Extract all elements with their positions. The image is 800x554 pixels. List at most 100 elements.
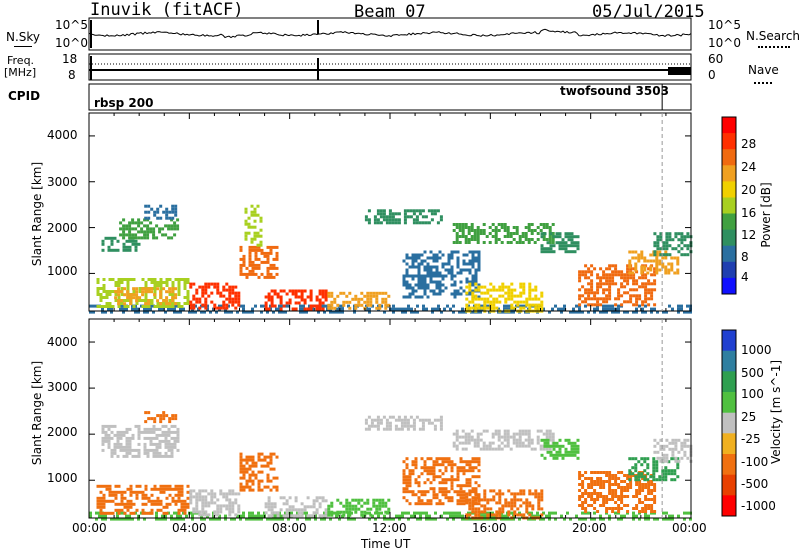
- velocity-region-8-cell: [439, 424, 443, 428]
- velocity-region-13-cell: [626, 504, 630, 507]
- power-region-12-cell: [417, 295, 421, 299]
- power-region-2-cell: [171, 299, 175, 303]
- velocity-region-2-cell: [107, 445, 111, 449]
- freq-tick-low: 8: [68, 68, 76, 82]
- velocity-region-12-cell: [543, 441, 547, 445]
- velocity-region-9-cell: [450, 478, 454, 482]
- power-region-3-cell: [104, 236, 108, 240]
- power-region-4-cell: [140, 221, 144, 225]
- power-region-9-cell: [309, 298, 313, 302]
- velocity-region-7-cell: [339, 510, 343, 514]
- velocity-region-0-cell: [554, 517, 557, 521]
- velocity-region-1-cell: [123, 502, 127, 506]
- power-region-13-cell: [512, 226, 516, 229]
- power-region-14-cell: [504, 291, 508, 295]
- power-region-13-cell: [503, 235, 507, 238]
- power-region-8-cell: [259, 219, 263, 223]
- velocity-region-5-cell: [266, 455, 270, 459]
- velocity-region-6-cell: [318, 496, 322, 500]
- power-region-18-cell: [671, 247, 675, 251]
- power-region-9-cell: [267, 307, 271, 311]
- power-region-12-cell: [405, 283, 409, 287]
- power-region-6-cell: [216, 282, 220, 286]
- velocity-region-13-cell: [635, 483, 639, 486]
- power-region-3-cell: [107, 245, 111, 249]
- power-region-6-cell: [213, 285, 217, 289]
- power-region-12-cell: [474, 286, 478, 290]
- velocity-region-9-cell: [468, 466, 472, 470]
- power-region-3-cell: [134, 245, 138, 249]
- power-region-16-cell: [626, 300, 630, 304]
- power-region-6-cell: [192, 306, 196, 310]
- velocity-region-13-cell: [593, 498, 597, 501]
- velocity-region-6-cell: [285, 514, 289, 518]
- velocity-region-8-cell: [376, 424, 380, 428]
- power-region-16-cell: [641, 303, 645, 307]
- power-region-9-cell: [273, 289, 277, 293]
- power-region-12-cell: [441, 274, 445, 278]
- power-region-16-cell: [650, 282, 654, 286]
- velocity-region-11-cell: [468, 492, 472, 496]
- velocity-region-14-cell: [646, 463, 650, 467]
- power-region-12-cell: [414, 259, 418, 263]
- velocity-region-13-cell: [587, 495, 591, 498]
- power-region-14-cell: [507, 288, 511, 292]
- velocity-region-2-cell: [170, 448, 174, 452]
- velocity-region-4-cell: [210, 501, 214, 505]
- nave-tick-low: 0: [708, 68, 716, 82]
- power-region-8-cell: [253, 234, 257, 238]
- velocity-region-11-cell: [510, 498, 514, 502]
- power-region-16-cell: [578, 279, 582, 283]
- power-region-3-cell: [110, 242, 114, 246]
- velocity-region-2-cell: [104, 430, 108, 434]
- power-region-14-cell: [513, 294, 517, 298]
- velocity-region-11-cell: [501, 507, 505, 511]
- velocity-region-10-cell: [527, 432, 531, 436]
- nsearch-label: N.Search: [746, 29, 800, 43]
- velocity-region-12-cell: [558, 444, 562, 448]
- velocity-region-6-cell: [324, 499, 328, 503]
- power-region-12-cell: [441, 265, 445, 269]
- velocity-region-7-cell: [354, 504, 358, 508]
- velocity-region-0-cell: [263, 511, 266, 515]
- velocity-region-12-cell: [555, 456, 559, 460]
- velocity-region-10-cell: [473, 441, 477, 445]
- power-region-6-cell: [198, 306, 202, 310]
- power-region-14-cell: [519, 285, 523, 289]
- velocity-region-11-cell: [513, 492, 517, 496]
- velocity-region-7-cell: [384, 504, 388, 508]
- velocity-region-15-cell: [674, 444, 678, 448]
- power-region-0-cell: [410, 310, 413, 314]
- power-region-10-cell: [369, 291, 373, 295]
- velocity-region-4-cell: [201, 498, 205, 502]
- power-region-12-cell: [432, 289, 436, 293]
- power-region-12-cell: [441, 289, 445, 293]
- power-region-17-cell: [667, 262, 671, 266]
- velocity-region-1-cell: [108, 499, 112, 503]
- power-region-0-cell: [599, 310, 602, 314]
- power-region-0-cell: [656, 310, 659, 314]
- power-region-17-cell: [658, 259, 662, 263]
- velocity-region-4-cell: [201, 501, 205, 505]
- power-region-10-cell: [342, 291, 346, 295]
- velocity-region-14-cell: [652, 472, 656, 476]
- power-region-1-cell: [117, 305, 121, 308]
- power-region-12-cell: [429, 277, 433, 281]
- power-region-2-cell: [141, 287, 145, 291]
- power-region-14-cell: [510, 294, 514, 298]
- velocity-region-0-cell: [143, 517, 146, 521]
- power-region-11-cell: [394, 221, 398, 225]
- velocity-region-1-cell: [102, 502, 106, 506]
- velocity-region-9-cell: [426, 502, 430, 506]
- power-region-6-cell: [222, 300, 226, 304]
- velocity-region-7-cell: [345, 507, 349, 511]
- power-region-16-cell: [578, 294, 582, 298]
- power-region-12-cell: [402, 274, 406, 278]
- velocity-region-1-cell: [174, 499, 178, 503]
- power-region-12-cell: [459, 271, 463, 275]
- power-region-0-cell: [680, 304, 683, 308]
- velocity-region-15-cell: [662, 459, 666, 463]
- velocity-region-8-cell: [394, 418, 398, 422]
- power-region-18-cell: [665, 235, 669, 239]
- power-region-1-cell: [150, 278, 154, 281]
